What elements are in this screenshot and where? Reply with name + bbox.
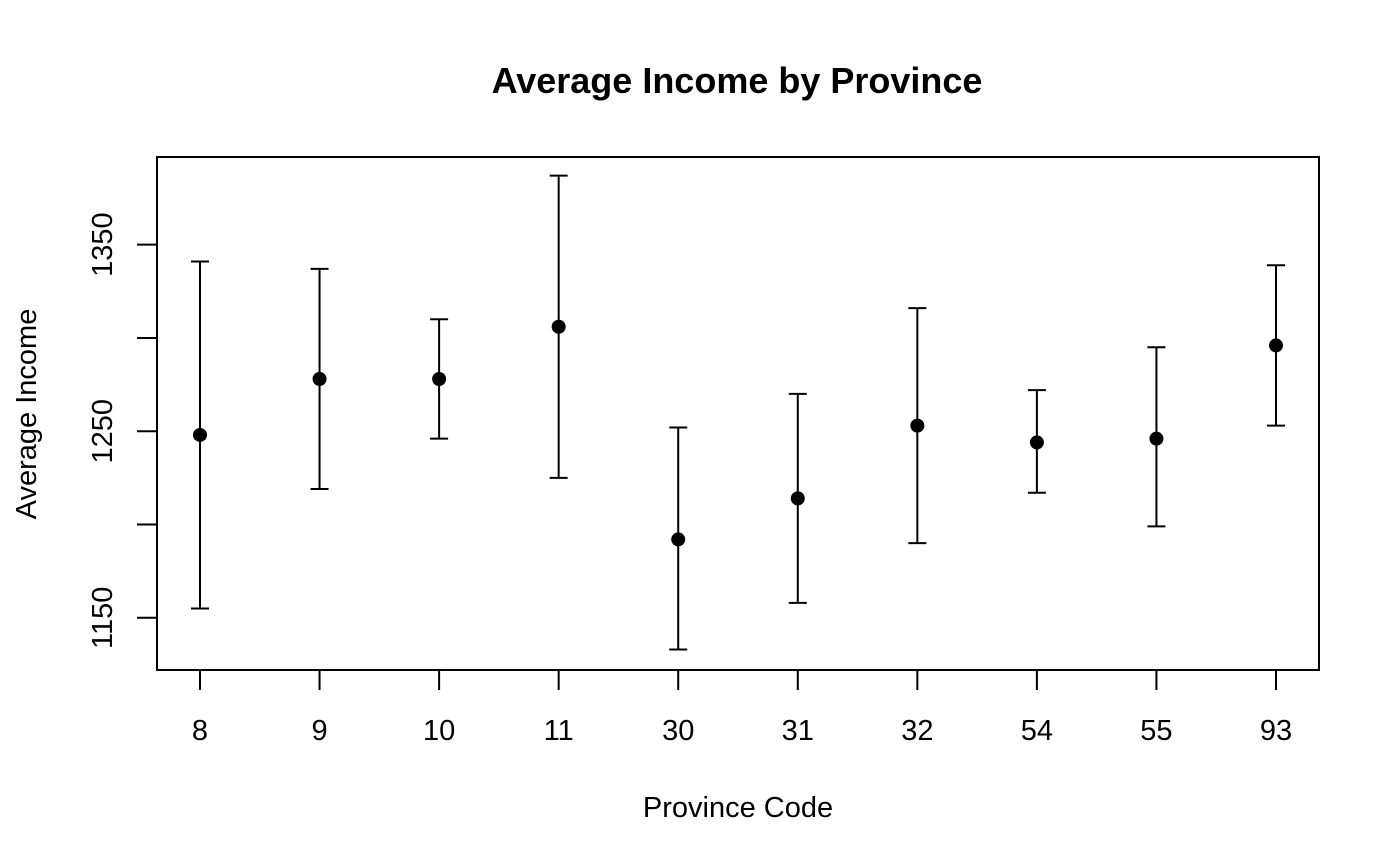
plot-frame [156,156,1320,671]
data-point [1029,435,1044,450]
data-point [1269,338,1283,353]
data-point [910,418,925,433]
data-point [790,491,805,506]
x-tick-label: 9 [311,715,327,747]
data-point [312,371,327,386]
y-tick-label: 1250 [87,399,119,464]
data-marks [191,174,1285,651]
data-point [193,427,207,442]
x-tick-label: 8 [192,715,208,747]
y-tick-label: 1150 [87,587,119,649]
x-axis-label: Province Code [643,792,833,824]
data-point [1149,431,1164,446]
y-axis: 1150 1250 1350 [87,212,158,649]
x-tick-label: 55 [1140,715,1172,747]
data-point [432,371,447,386]
y-axis-label: Average Income [11,309,43,520]
x-tick-label: 31 [782,715,814,747]
x-tick-label: 93 [1260,715,1292,747]
x-tick-label: 10 [423,715,455,747]
x-tick-label: 11 [544,715,574,747]
y-tick-label: 1350 [87,212,119,277]
x-tick-label: 32 [901,715,933,747]
chart-title: Average Income by Province [492,60,983,101]
data-point [551,319,566,334]
x-tick-label: 54 [1021,715,1053,747]
x-axis: 8 9 10 11 30 31 32 54 55 93 [192,669,1292,747]
data-point [671,532,686,547]
x-tick-label: 30 [662,715,694,747]
